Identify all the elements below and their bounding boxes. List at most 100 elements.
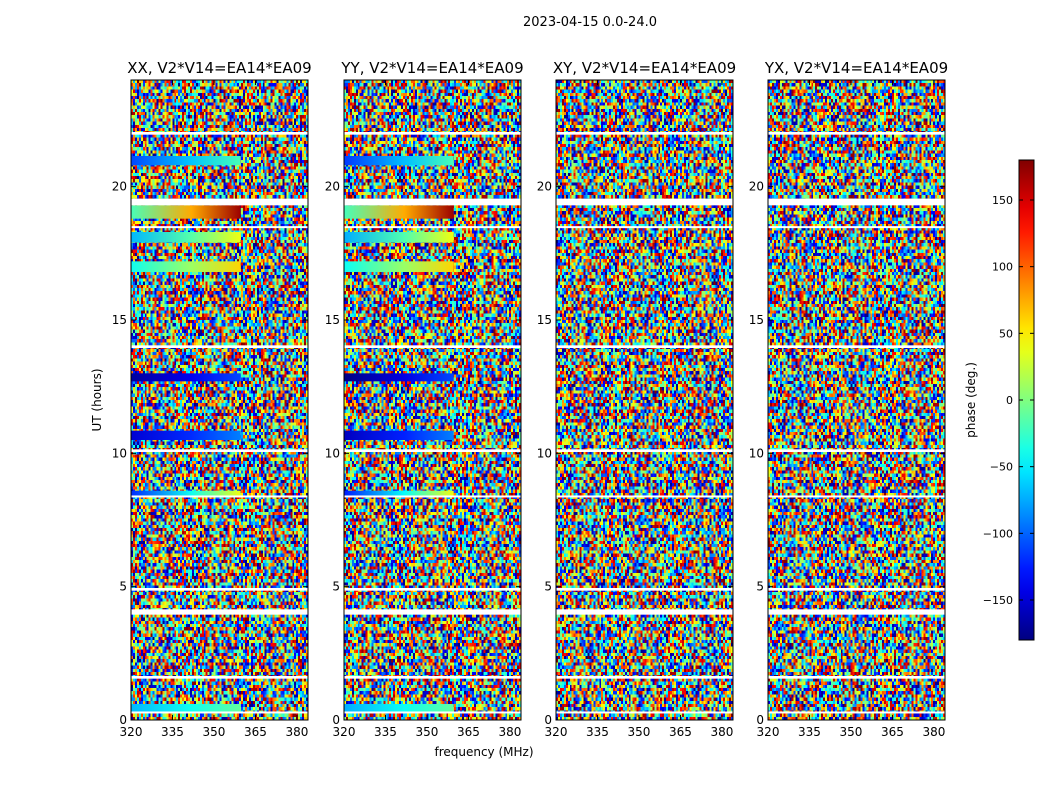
y-tick-label: 0 [119,713,127,727]
coherent-phase-band [344,490,454,498]
coherent-phase-band [131,490,241,498]
flagged-gap [556,132,733,135]
x-tick-label: 335 [798,725,821,739]
x-tick-label: 365 [244,725,267,739]
flagged-gap [556,711,733,714]
flagged-gap [344,495,521,498]
y-tick-label: 10 [749,446,764,460]
flagged-gap [556,495,733,498]
x-tick-label: 350 [416,725,439,739]
figure-suptitle: 2023-04-15 0.0-24.0 [523,15,657,30]
flagged-gap [344,198,521,206]
x-tick-label: 335 [374,725,397,739]
coherent-phase-band [344,232,454,243]
y-tick-label: 15 [112,313,127,327]
phase-noise-image [556,80,733,720]
y-tick-label: 0 [756,713,764,727]
y-tick-label: 0 [332,713,340,727]
y-tick-label: 10 [112,446,127,460]
coherent-phase-band [344,205,454,219]
panel: YX, V2*V14=EA14*EA09 320 335 350 365 380 0 5 10 1… [749,59,948,739]
coherent-phase-band [344,156,454,166]
flagged-gap [344,226,521,229]
y-tick-label: 5 [544,580,552,594]
y-tick-label: 20 [325,180,340,194]
panels-group: XX, V2*V14=EA14*EA09 320 335 350 365 380 0 5 10 1… [112,59,948,739]
panel-title: XY, V2*V14=EA14*EA09 [553,59,736,77]
panel: YY, V2*V14=EA14*EA09 320 335 350 365 380 0 5 10 1… [325,59,524,739]
colorbar-tick-label: −100 [983,527,1013,540]
flagged-gap [768,449,945,452]
flagged-gap [768,226,945,229]
flagged-gap [556,449,733,452]
coherent-phase-band [344,704,454,712]
flagged-gap [556,676,733,679]
y-tick-label: 20 [749,180,764,194]
y-tick-label: 5 [756,580,764,594]
panel: XY, V2*V14=EA14*EA09 320 335 350 365 380 0 5 10 1… [537,59,736,739]
panel-title: YX, V2*V14=EA14*EA09 [764,59,948,77]
colorbar-tick-label: 0 [1006,394,1013,407]
panel-frame [343,79,522,721]
coherent-phase-band [344,373,454,382]
colorbar-tick-label: −150 [983,594,1013,607]
colorbar-tick-label: 100 [992,261,1013,274]
flagged-gap [131,132,308,135]
phase-noise-image [768,80,945,720]
y-tick-label: 15 [537,313,552,327]
panel-frame [555,79,734,721]
flagged-gap [131,226,308,229]
y-tick-label: 5 [119,580,127,594]
flagged-gap [556,609,733,615]
flagged-gap [131,198,308,206]
coherent-phase-band [131,430,241,440]
flagged-gap [768,609,945,615]
x-tick-label: 320 [333,725,356,739]
x-tick-label: 350 [203,725,226,739]
panel: XX, V2*V14=EA14*EA09 320 335 350 365 380 0 5 10 1… [112,59,312,739]
coherent-phase-band [131,704,241,712]
flagged-gap [131,711,308,714]
colorbar: 150 100 50 0 −50 −100 −150 [983,159,1035,641]
y-tick-label: 10 [537,446,552,460]
x-tick-label: 380 [498,725,521,739]
flagged-gap [556,226,733,229]
flagged-gap [768,132,945,135]
y-tick-label: 5 [332,580,340,594]
flagged-gap [344,609,521,615]
coherent-phase-band [131,373,241,382]
flagged-gap [768,495,945,498]
flagged-gap [556,198,733,206]
panel-frame [130,79,309,721]
coherent-phase-band [131,232,241,243]
y-tick-label: 0 [544,713,552,727]
y-tick-label: 15 [749,313,764,327]
x-tick-label: 335 [586,725,609,739]
flagged-gap [344,345,521,348]
flagged-gap [768,711,945,714]
x-tick-label: 335 [161,725,184,739]
x-tick-label: 380 [285,725,308,739]
flagged-gap [768,588,945,591]
flagged-gap [344,449,521,452]
phase-noise-image [131,80,308,720]
y-tick-label: 20 [537,180,552,194]
flagged-gap [131,609,308,615]
flagged-gap [768,198,945,206]
x-tick-label: 365 [457,725,480,739]
flagged-gap [131,449,308,452]
flagged-gap [344,132,521,135]
flagged-gap [768,676,945,679]
flagged-gap [131,588,308,591]
y-tick-label: 15 [325,313,340,327]
x-tick-label: 350 [840,725,863,739]
flagged-gap [344,711,521,714]
flagged-gap [344,588,521,591]
x-tick-label: 320 [757,725,780,739]
phase-noise-image [344,80,521,720]
x-tick-label: 380 [710,725,733,739]
y-axis-label: UT (hours) [90,368,104,431]
x-axis-label: frequency (MHz) [434,745,533,759]
panel-title: YY, V2*V14=EA14*EA09 [340,59,523,77]
y-tick-label: 10 [325,446,340,460]
